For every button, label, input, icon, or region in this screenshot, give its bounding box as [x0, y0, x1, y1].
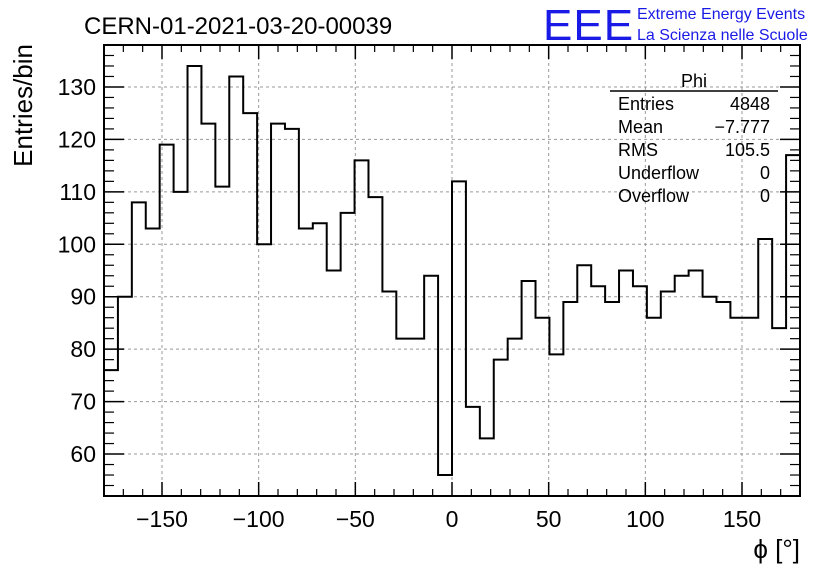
x-tick-label: −100 — [233, 506, 285, 532]
stats-value: 0 — [760, 163, 770, 183]
x-tick-label: −150 — [136, 506, 188, 532]
eee-logo: EEE — [543, 1, 634, 50]
x-tick-label: 150 — [723, 506, 761, 532]
y-tick-label: 110 — [59, 179, 96, 205]
run-title: CERN-01-2021-03-20-00039 — [84, 13, 392, 40]
x-tick-label: 0 — [446, 506, 459, 532]
stats-value: 0 — [760, 186, 770, 206]
y-tick-label: 60 — [70, 441, 96, 467]
x-tick-label: 50 — [536, 506, 562, 532]
stats-label: Entries — [618, 94, 674, 114]
y-tick-label: 100 — [58, 231, 96, 257]
histogram-step-line — [104, 64, 800, 477]
stats-label: RMS — [618, 140, 658, 160]
org-name-line1: Extreme Energy Events — [637, 6, 805, 23]
stats-label: Mean — [618, 117, 663, 137]
stats-value: −7.777 — [714, 117, 770, 137]
org-name-line2: La Scienza nelle Scuole — [637, 27, 808, 44]
y-tick-label: 80 — [70, 336, 96, 362]
stats-title: Phi — [681, 71, 707, 91]
y-tick-label: 90 — [70, 284, 96, 310]
x-tick-label: 100 — [626, 506, 664, 532]
x-tick-labels: −150 −100 −50 0 50 100 150 — [136, 506, 761, 532]
stats-rows: Entries 4848 Mean −7.777 RMS 105.5 Underflow 0 O… — [618, 94, 770, 206]
y-tick-label: 120 — [58, 126, 96, 152]
stats-label: Overflow — [618, 186, 690, 206]
y-tick-label: 130 — [58, 74, 96, 100]
stats-label: Underflow — [618, 163, 700, 183]
axis-ticks — [103, 44, 801, 496]
stats-value: 105.5 — [725, 140, 770, 160]
stats-value: 4848 — [730, 94, 770, 114]
y-tick-label: 70 — [70, 389, 96, 415]
x-axis-label: ϕ [°] — [753, 534, 800, 564]
plot-frame — [103, 44, 801, 497]
y-tick-labels: 60 70 80 90 100 110 120 130 — [58, 74, 96, 467]
stats-box: Phi Entries 4848 Mean −7.777 RMS 105.5 Underfl… — [610, 71, 778, 206]
x-tick-label: −50 — [336, 506, 375, 532]
y-axis-label: Entries/bin — [8, 44, 38, 167]
